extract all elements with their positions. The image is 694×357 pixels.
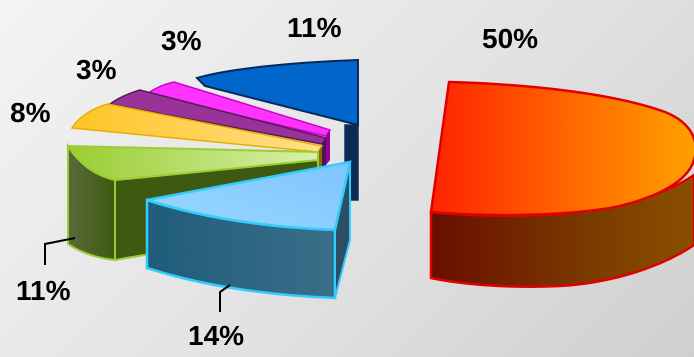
slice-3-percent-magenta (145, 81, 332, 165)
slice-14-percent (145, 160, 352, 300)
slice-50-percent (429, 80, 694, 288)
slice-3-percent-purple (108, 89, 328, 170)
slice-11-blue-top (195, 58, 359, 127)
slice-3-magenta-side (326, 130, 330, 165)
slice-11-green-top (66, 144, 319, 182)
label-50-percent: 50% (482, 23, 538, 54)
slice-50-top (429, 80, 694, 217)
slice-14-top (146, 160, 352, 232)
label-3-percent-purple: 3% (76, 54, 117, 85)
label-11-percent-green: 11% (16, 275, 71, 306)
leader-line-14 (219, 284, 231, 312)
slice-3-purple-top (108, 89, 328, 145)
label-8-percent: 8% (10, 97, 51, 128)
slice-3-magenta-top (145, 81, 332, 137)
label-11-percent-blue: 11% (287, 12, 342, 43)
slice-3-purple-side (322, 138, 326, 170)
slice-8-top (70, 103, 324, 153)
leader-line-11-green (44, 237, 76, 265)
label-14-percent: 14% (188, 320, 244, 351)
label-3-percent-magenta: 3% (161, 25, 202, 56)
